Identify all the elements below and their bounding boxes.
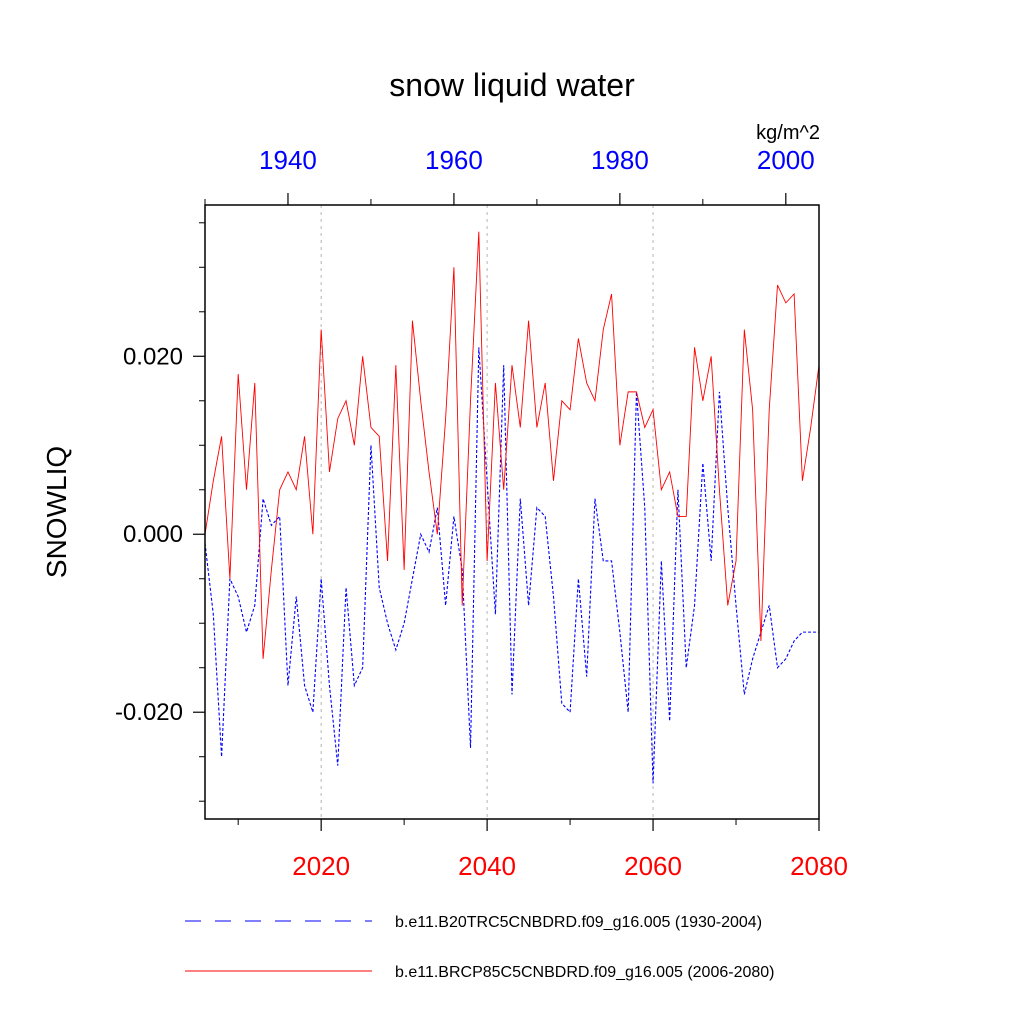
series-lines: b.e11.B20TRC5CNBDRD.f09_g16.005 (1930-20… [204, 231, 820, 784]
plot-frame [204, 204, 820, 820]
y-axis-label: SNOWLIQ [41, 446, 72, 578]
y-tick-labels: 0.020 0.000 -0.020 [115, 343, 183, 726]
y-tick-label: 0.020 [123, 343, 183, 370]
axes [193, 193, 820, 831]
x-top-tick-label: 1960 [425, 145, 483, 175]
x-top-tick-label: 1940 [259, 145, 317, 175]
top-x-tick-labels: 1940 1960 1980 2000 [259, 145, 815, 175]
x-bottom-tick-label: 2080 [790, 851, 848, 881]
grid-lines [320, 205, 654, 819]
x-bottom-tick-label: 2020 [292, 851, 350, 881]
bottom-x-tick-labels: 2020 2040 2060 2080 [292, 851, 848, 881]
y-tick-label: 0.000 [123, 521, 183, 548]
legend-label: b.e11.B20TRC5CNBDRD.f09_g16.005 (1930-20… [395, 914, 762, 931]
x-top-tick-label: 1980 [591, 145, 649, 175]
y-tick-label: -0.020 [115, 699, 183, 726]
x-top-tick-label: 2000 [757, 145, 815, 175]
series-line: b.e11.B20TRC5CNBDRD.f09_g16.005 (1930-20… [204, 347, 819, 784]
units-label: kg/m^2 [756, 122, 820, 144]
legend: b.e11.B20TRC5CNBDRD.f09_g16.005 (1930-20… [185, 914, 774, 981]
chart-title: snow liquid water [389, 67, 635, 103]
x-bottom-tick-label: 2040 [458, 851, 516, 881]
series-line: b.e11.BRCP85C5CNBDRD.f09_g16.005 (2006-2… [204, 231, 820, 659]
x-bottom-tick-label: 2060 [624, 851, 682, 881]
legend-label: b.e11.BRCP85C5CNBDRD.f09_g16.005 (2006-2… [395, 964, 774, 981]
